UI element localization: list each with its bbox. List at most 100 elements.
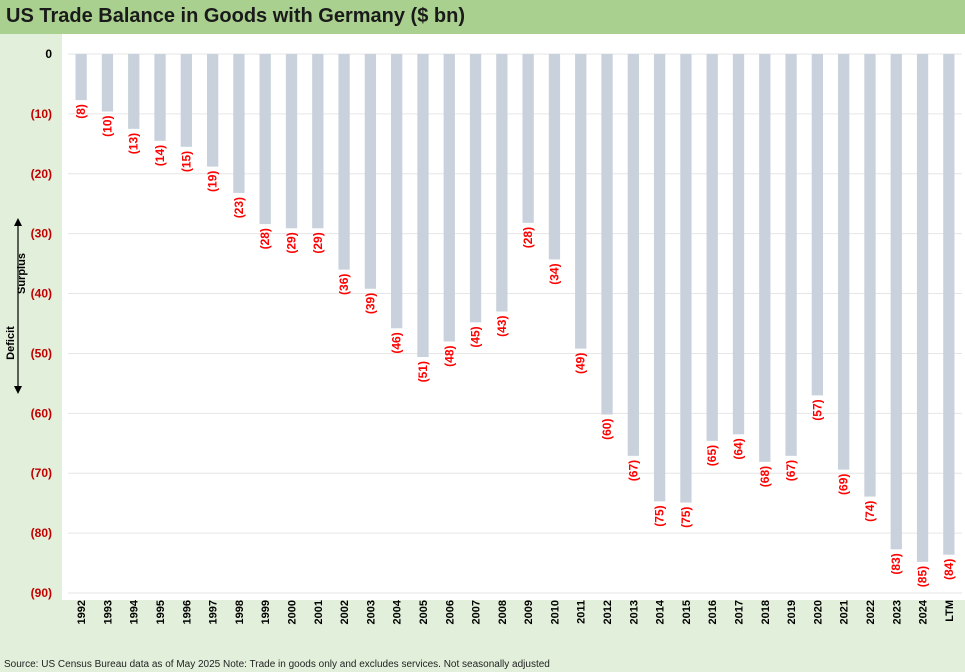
data-label: (39) — [363, 293, 377, 314]
x-tick-label: 2019 — [786, 600, 798, 624]
bar — [811, 54, 824, 396]
x-tick-label: 2005 — [418, 600, 430, 624]
data-label: (29) — [285, 232, 299, 253]
bar — [391, 54, 403, 329]
y-tick-label: (40) — [31, 287, 52, 301]
y-tick-label: (10) — [31, 107, 52, 121]
bar — [680, 54, 692, 503]
source-note: Source: US Census Bureau data as of May … — [4, 659, 550, 670]
bar — [627, 54, 639, 456]
y-tick-label: (90) — [31, 586, 52, 600]
data-label: (10) — [100, 115, 114, 136]
x-tick-label: 2001 — [313, 600, 325, 624]
data-label: (85) — [916, 566, 930, 587]
x-tick-label: 2020 — [812, 600, 824, 624]
bar — [417, 54, 429, 358]
bar — [259, 54, 271, 225]
bar — [496, 54, 508, 312]
data-label: (57) — [810, 399, 824, 420]
bar — [101, 54, 114, 112]
y-tick-label: 0 — [45, 47, 52, 61]
x-tick-label: 1998 — [234, 600, 246, 624]
arrow-up-icon — [14, 218, 22, 226]
y-tick-label: (80) — [31, 526, 52, 540]
data-label: (13) — [127, 133, 141, 154]
x-tick-label: 1995 — [155, 600, 167, 624]
bar — [601, 54, 613, 415]
bar — [154, 54, 166, 141]
data-label: (46) — [390, 332, 404, 353]
x-tick-label: 1993 — [102, 600, 114, 624]
bar — [75, 54, 87, 101]
bar — [890, 54, 902, 550]
bar — [233, 54, 245, 193]
x-tick-label: 2018 — [760, 600, 772, 624]
x-tick-label: 2010 — [549, 600, 561, 624]
x-tick-label: 2014 — [655, 599, 667, 624]
x-tick-label: 2009 — [523, 600, 535, 624]
y-tick-label: (60) — [31, 406, 52, 420]
bar — [785, 54, 797, 456]
data-label: (69) — [837, 474, 851, 495]
bar — [838, 54, 850, 470]
data-label: (19) — [206, 171, 220, 192]
data-label: (49) — [574, 353, 588, 374]
bar — [732, 54, 745, 435]
bar — [943, 54, 955, 555]
data-label: (28) — [258, 228, 272, 249]
data-label: (67) — [626, 460, 640, 481]
y-tick-label: (70) — [31, 466, 52, 480]
x-tick-label: 2017 — [734, 600, 746, 624]
x-tick-label: 2006 — [444, 600, 456, 624]
x-tick-label: 2002 — [339, 600, 351, 624]
bar — [180, 54, 192, 147]
data-label: (43) — [495, 316, 509, 337]
x-tick-label: 2015 — [681, 600, 693, 624]
bar — [128, 54, 140, 129]
bar — [469, 54, 482, 323]
bar — [338, 54, 350, 270]
x-tick-label: 2021 — [839, 600, 851, 624]
data-label: (28) — [521, 227, 535, 248]
x-tick-label: 1996 — [181, 600, 193, 624]
surplus-label: Surplus — [16, 253, 28, 294]
y-tick-label: (20) — [31, 167, 52, 181]
data-label: (75) — [653, 505, 667, 526]
data-label: (23) — [232, 197, 246, 218]
x-tick-label: 2024 — [918, 599, 930, 624]
bar — [443, 54, 455, 342]
bar — [206, 54, 219, 167]
data-label: (51) — [416, 361, 430, 382]
data-label: (67) — [784, 460, 798, 481]
x-tick-label: 2012 — [602, 600, 614, 624]
data-label: (29) — [311, 232, 325, 253]
x-tick-label: 1999 — [260, 600, 272, 624]
x-tick-label: 2022 — [865, 600, 877, 624]
data-label: (8) — [74, 104, 88, 119]
bar — [548, 54, 561, 260]
data-label: (45) — [469, 326, 483, 347]
data-label: (75) — [679, 507, 693, 528]
arrow-down-icon — [14, 386, 22, 394]
bar — [706, 54, 718, 441]
x-tick-label: 1997 — [208, 600, 220, 624]
title-bar: US Trade Balance in Goods with Germany (… — [0, 0, 965, 34]
x-tick-label: 2000 — [287, 600, 299, 624]
bar — [653, 54, 666, 502]
y-tick-label: (50) — [31, 346, 52, 360]
bar — [864, 54, 876, 497]
x-tick-label: 2013 — [628, 600, 640, 624]
bar — [575, 54, 587, 349]
bar — [285, 54, 298, 229]
data-label: (34) — [547, 263, 561, 284]
x-tick-label: 2016 — [707, 600, 719, 624]
x-tick-label: 2011 — [576, 600, 588, 624]
data-label: (84) — [942, 559, 956, 580]
x-tick-label: 1994 — [129, 599, 141, 624]
x-tick-label: 2007 — [471, 600, 483, 624]
bar — [522, 54, 534, 223]
data-label: (65) — [705, 445, 719, 466]
chart-title: US Trade Balance in Goods with Germany (… — [6, 5, 465, 27]
data-label: (68) — [758, 466, 772, 487]
x-tick-label: 1992 — [76, 600, 88, 624]
